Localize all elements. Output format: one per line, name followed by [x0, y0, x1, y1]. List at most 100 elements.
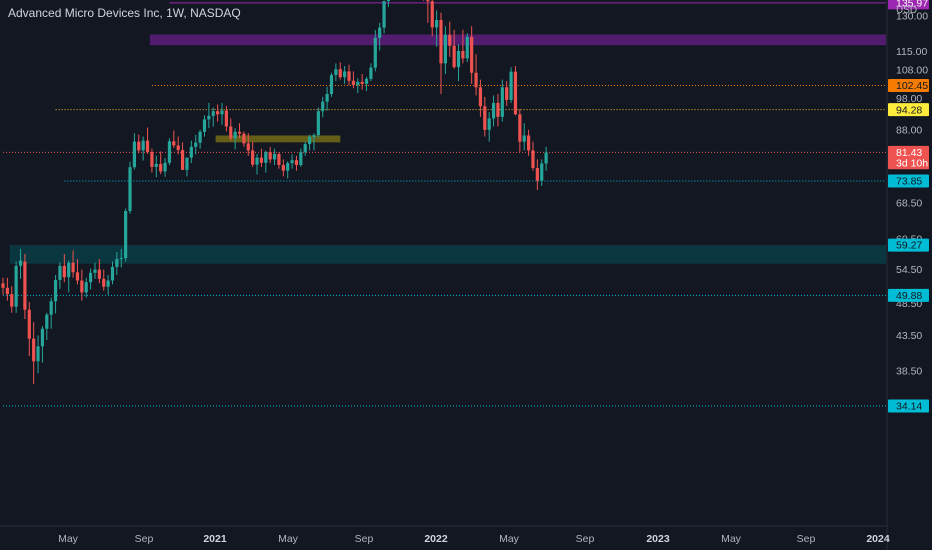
candle-body	[290, 160, 294, 164]
candle-body	[119, 258, 123, 260]
zone-rect-0[interactable]	[149, 34, 887, 46]
candle-body	[62, 265, 66, 278]
candle-body	[163, 162, 167, 172]
candle-body	[382, 1, 386, 28]
candle-body	[80, 280, 84, 293]
candle-body	[211, 111, 215, 116]
candle-body	[159, 163, 163, 172]
candle-body	[141, 140, 145, 151]
candle-body	[67, 262, 71, 278]
price-badge-label: 94.28	[896, 104, 922, 116]
candle-body	[172, 141, 176, 146]
candle-body	[364, 78, 369, 84]
candle-body	[294, 160, 299, 165]
candle-body	[89, 272, 93, 283]
candle-body	[496, 102, 500, 117]
candle-body	[513, 71, 518, 115]
candle-body	[49, 301, 53, 315]
x-tick-label: Sep	[576, 533, 595, 545]
candle-body	[272, 153, 277, 160]
candle-body	[338, 69, 342, 78]
candle-body	[237, 131, 242, 134]
y-tick-label: 130.00	[896, 10, 928, 22]
candle-body	[531, 150, 535, 168]
x-tick-label: 2023	[646, 533, 670, 545]
candle-body	[45, 314, 49, 329]
candle-body	[312, 135, 316, 137]
candle-body	[281, 164, 285, 171]
candle-body	[369, 67, 373, 79]
candle-body	[465, 36, 469, 59]
y-tick-label: 88.00	[896, 124, 922, 136]
x-tick-label: May	[278, 533, 299, 545]
x-tick-label: May	[499, 533, 520, 545]
candle-body	[351, 80, 355, 86]
candle-body	[535, 167, 539, 181]
price-badge-label: 81.43	[896, 147, 922, 159]
candle-body	[220, 110, 224, 115]
candle-body	[246, 143, 250, 151]
candle-body	[233, 131, 237, 139]
y-tick-label: 108.00	[896, 65, 928, 77]
price-badge	[888, 78, 929, 92]
candle-body	[137, 141, 141, 151]
price-badge	[888, 103, 929, 117]
candle-body	[491, 102, 496, 119]
candle-body	[53, 279, 58, 302]
zone-rect-1[interactable]	[9, 245, 886, 264]
y-tick-label: 98.00	[896, 93, 922, 105]
candle-body	[540, 163, 544, 181]
x-tick-label: 2024	[866, 533, 890, 545]
candle-body	[128, 167, 132, 212]
candle-body	[518, 114, 522, 142]
y-tick-label: 68.50	[896, 197, 922, 209]
candle-body	[1, 283, 5, 288]
candle-body	[93, 269, 97, 273]
candle-body	[277, 153, 281, 165]
candle-body	[194, 142, 198, 147]
candle-body	[487, 118, 491, 130]
candle-body	[10, 294, 14, 307]
candle-body	[84, 282, 88, 293]
candle-body	[167, 141, 172, 163]
candle-body	[478, 87, 483, 107]
candle-body	[124, 211, 128, 259]
candle-body	[145, 140, 150, 153]
x-tick-label: Sep	[135, 533, 154, 545]
candle-body	[5, 287, 9, 295]
price-badge-label: 73.85	[896, 176, 922, 188]
candle-body	[299, 152, 303, 165]
price-badge-label: 59.27	[896, 240, 922, 252]
price-badge-label: 34.14	[896, 401, 922, 413]
candle-body	[286, 163, 290, 171]
candle-body	[110, 266, 115, 281]
x-tick-label: May	[721, 533, 742, 545]
candle-body	[18, 260, 23, 266]
candle-body	[527, 135, 531, 151]
candle-body	[544, 152, 548, 164]
candle-body	[474, 72, 478, 88]
candle-body	[303, 144, 307, 153]
price-badge-label: 102.45	[896, 80, 928, 92]
zone-rect-2[interactable]	[215, 135, 341, 143]
candle-body	[14, 265, 18, 307]
candle-body	[316, 111, 320, 136]
y-tick-label: 38.50	[896, 365, 922, 377]
candle-body	[259, 157, 264, 163]
candle-body	[255, 157, 259, 165]
price-badge	[888, 174, 929, 188]
candle-body	[461, 50, 465, 59]
candle-body	[522, 135, 526, 142]
candle-body	[268, 152, 272, 160]
y-tick-label: 43.50	[896, 330, 922, 342]
x-tick-label: Sep	[355, 533, 374, 545]
candle-body	[500, 87, 504, 117]
x-tick-label: Sep	[797, 533, 816, 545]
candle-body	[150, 152, 154, 167]
candle-body	[189, 146, 193, 158]
candle-body	[439, 20, 443, 64]
candle-body	[426, 0, 430, 2]
candle-body	[343, 71, 347, 78]
